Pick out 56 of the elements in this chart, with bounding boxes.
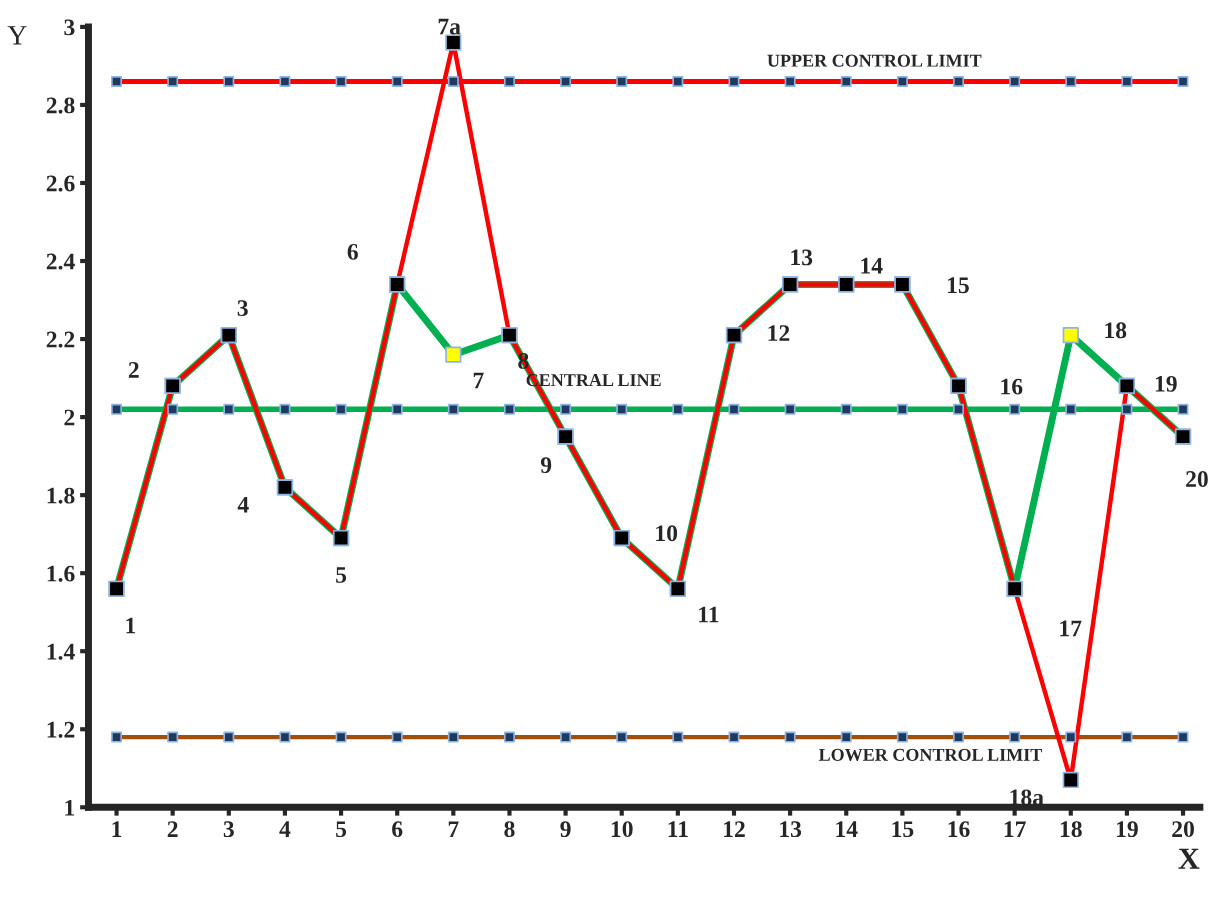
x-axis-title: X (1178, 848, 1200, 869)
series-label: UPPER CONTROL LIMIT (767, 54, 982, 67)
x-tick-label: 13 (780, 821, 802, 838)
annotation: 15 (948, 277, 969, 294)
x-tick-label: 11 (668, 821, 688, 837)
y-tick-label: 1.6 (47, 565, 75, 582)
x-tick-label: 4 (279, 821, 291, 837)
series-label: LOWER CONTROL LIMIT (818, 748, 1043, 761)
annotation: 12 (768, 325, 790, 341)
y-tick-label: 1.8 (47, 487, 75, 504)
annotation: 17 (1060, 620, 1082, 637)
x-tick-label: 12 (724, 821, 745, 837)
x-tick-label: 15 (892, 821, 914, 838)
x-tick-label: 16 (948, 821, 970, 838)
x-tick-label: 20 (1172, 821, 1194, 838)
x-tick-label: 7 (448, 821, 459, 837)
x-tick-label: 5 (336, 821, 347, 838)
x-tick-label: 1 (112, 821, 122, 837)
x-tick-label: 8 (504, 821, 515, 838)
x-tick-label: 2 (167, 821, 178, 837)
annotation: 11 (699, 606, 719, 623)
annotation: 1 (126, 617, 136, 634)
annotation: 6 (347, 243, 358, 260)
y-tick-label: 1.4 (47, 643, 75, 660)
annotation: 13 (791, 249, 813, 266)
y-tick-label: 1.2 (47, 721, 75, 738)
y-axis-title: Y (7, 26, 27, 45)
annotation: 8 (518, 352, 529, 369)
annotation: 10 (656, 525, 678, 542)
annotation: 20 (1186, 471, 1208, 487)
x-tick-label: 10 (611, 821, 633, 838)
annotation: 18 (1105, 322, 1127, 339)
x-tick-label: 17 (1004, 821, 1026, 837)
y-tick-label: 2.4 (46, 253, 75, 270)
x-tick-label: 19 (1117, 821, 1138, 838)
annotation: 2 (128, 362, 139, 378)
y-tick-label: 2.2 (46, 331, 75, 348)
annotation: 7a (438, 18, 461, 35)
annotation: 16 (1001, 378, 1023, 395)
annotation: 7 (473, 372, 484, 389)
x-tick-label: 3 (223, 821, 234, 838)
y-tick-label: 2.8 (46, 97, 75, 114)
annotation: 3 (237, 300, 248, 317)
y-tick-label: 1 (65, 799, 75, 816)
x-tick-label: 9 (560, 821, 571, 838)
x-tick-label: 18 (1060, 821, 1082, 838)
annotation: 5 (336, 567, 347, 583)
annotation: 4 (237, 496, 249, 513)
annotation: 14 (861, 257, 883, 274)
y-tick-label: 2 (64, 409, 75, 426)
annotation: 19 (1155, 375, 1177, 392)
y-tick-label: 2.6 (46, 175, 75, 192)
y-tick-label: 3 (64, 19, 75, 36)
x-tick-label: 6 (392, 821, 403, 838)
annotation: 9 (540, 457, 552, 474)
x-tick-label: 14 (836, 821, 858, 837)
